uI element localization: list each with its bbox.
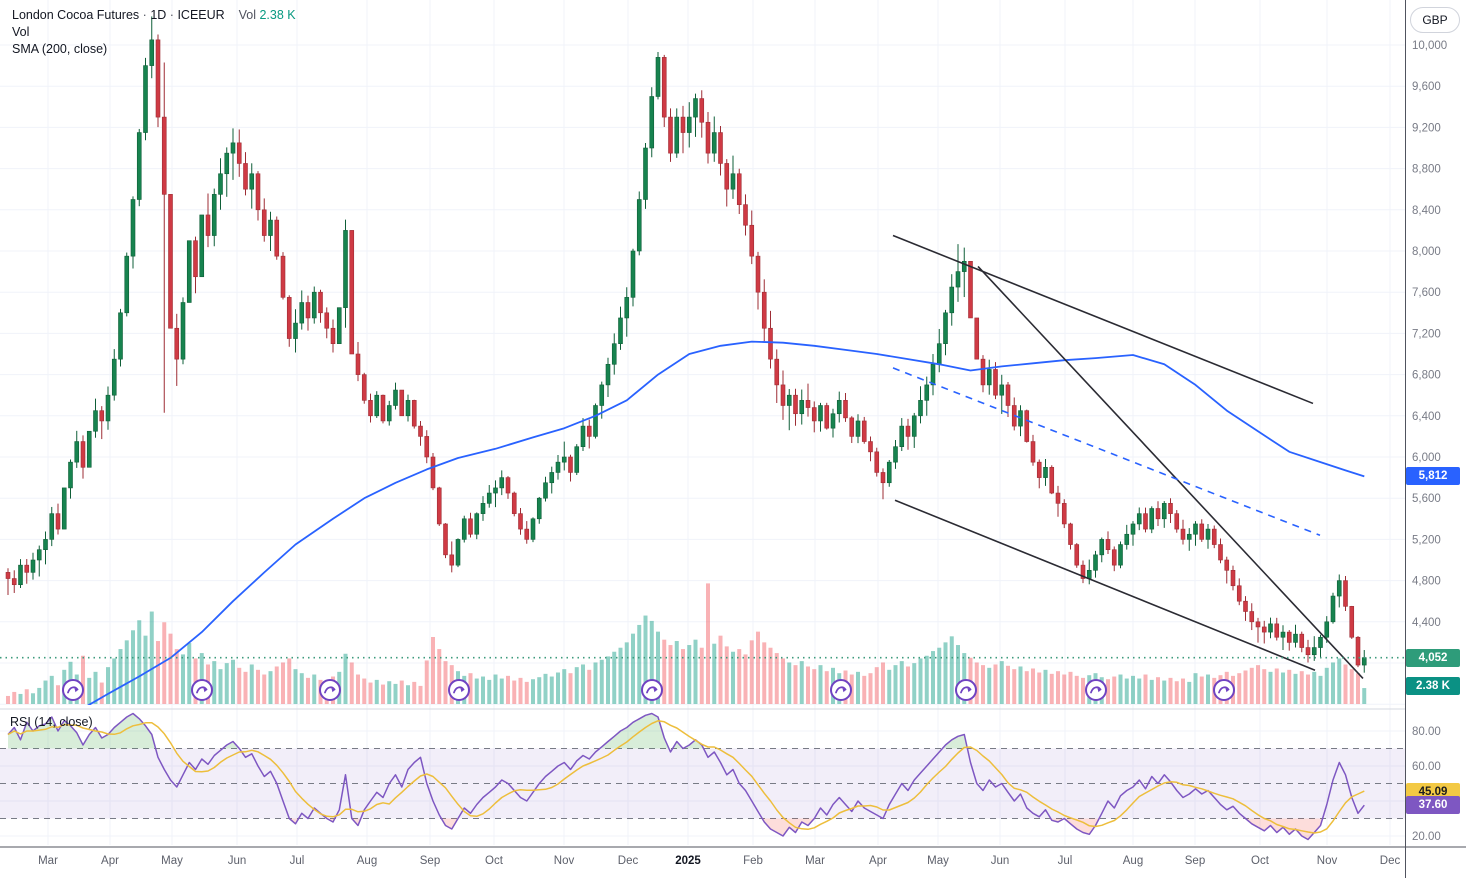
interval-label[interactable]: 1D (150, 8, 167, 22)
contract-rollover-markers[interactable] (62, 679, 1235, 701)
grid-layer (0, 0, 1405, 845)
svg-text:Jun: Jun (228, 855, 247, 867)
rollover-arrow-icon[interactable] (62, 679, 84, 701)
sma-value-badge: 5,812 (1406, 467, 1460, 486)
svg-text:5,200: 5,200 (1412, 534, 1441, 546)
currency-button[interactable]: GBP (1410, 7, 1460, 33)
svg-text:6,000: 6,000 (1412, 452, 1441, 464)
rollover-arrow-icon[interactable] (319, 679, 341, 701)
svg-text:May: May (927, 855, 949, 867)
svg-text:Dec: Dec (618, 855, 639, 867)
symbol-name[interactable]: London Cocoa Futures (12, 8, 140, 22)
svg-text:8,400: 8,400 (1412, 205, 1441, 217)
svg-text:Aug: Aug (357, 855, 377, 867)
svg-text:May: May (161, 855, 183, 867)
svg-text:7,200: 7,200 (1412, 328, 1441, 340)
svg-text:Jul: Jul (1058, 855, 1073, 867)
svg-text:Apr: Apr (101, 855, 119, 867)
exchange-label: ICEEUR (177, 8, 225, 22)
svg-text:9,200: 9,200 (1412, 122, 1441, 134)
rollover-arrow-icon[interactable] (830, 679, 852, 701)
svg-text:4,400: 4,400 (1412, 617, 1441, 629)
svg-text:10,000: 10,000 (1412, 40, 1447, 52)
rsi-line (7, 712, 1365, 841)
svg-text:Mar: Mar (805, 855, 825, 867)
svg-text:Feb: Feb (743, 855, 763, 867)
svg-text:Nov: Nov (1317, 855, 1338, 867)
rollover-arrow-icon[interactable] (448, 679, 470, 701)
svg-text:Nov: Nov (554, 855, 575, 867)
svg-text:Sep: Sep (1185, 855, 1205, 867)
time-axis[interactable]: Mar Apr May Jun Jul Aug Sep Oct Nov Dec 2025 Feb Mar… (38, 855, 1400, 867)
svg-text:Aug: Aug (1123, 855, 1143, 867)
svg-text:Sep: Sep (420, 855, 440, 867)
svg-text:Oct: Oct (1251, 855, 1270, 867)
rollover-arrow-icon[interactable] (1213, 679, 1235, 701)
svg-text:4,800: 4,800 (1412, 576, 1441, 588)
chart-legend: London Cocoa Futures · 1D · ICEEUR Vol 2… (12, 7, 296, 58)
legend-volume-indicator[interactable]: Vol (12, 25, 30, 39)
legend-line-1[interactable]: London Cocoa Futures · 1D · ICEEUR Vol 2… (12, 7, 296, 24)
price-axis[interactable]: 10,000 9,600 9,200 8,800 8,400 8,000 7,600 7,20… (1412, 40, 1447, 843)
svg-text:Jun: Jun (991, 855, 1010, 867)
legend-sep-1: · (142, 8, 147, 22)
svg-text:9,600: 9,600 (1412, 81, 1441, 93)
rsi-band-layer (0, 748, 1405, 819)
svg-text:20.00: 20.00 (1412, 831, 1441, 843)
rollover-arrow-icon[interactable] (191, 679, 213, 701)
rsi-ma-line (7, 720, 1365, 834)
rollover-arrow-icon[interactable] (1085, 679, 1107, 701)
legend-sma-indicator[interactable]: SMA (200, close) (12, 42, 108, 56)
svg-text:Oct: Oct (485, 855, 504, 867)
candlestick-layer[interactable] (5, 16, 1367, 673)
volume-value-badge: 2.38 K (1406, 677, 1460, 695)
rsi-value-badge: 37.60 (1406, 796, 1460, 815)
svg-text:7,600: 7,600 (1412, 287, 1441, 299)
svg-text:Apr: Apr (869, 855, 887, 867)
svg-text:2025: 2025 (675, 855, 701, 867)
svg-text:5,600: 5,600 (1412, 493, 1441, 505)
svg-text:8,000: 8,000 (1412, 246, 1441, 258)
svg-text:Dec: Dec (1380, 855, 1401, 867)
rsi-indicator-legend[interactable]: RSI (14, close) (10, 715, 93, 729)
sma-200-line[interactable] (52, 340, 1365, 720)
svg-text:80.00: 80.00 (1412, 726, 1441, 738)
vol-value: 2.38 K (259, 8, 296, 22)
svg-text:8,800: 8,800 (1412, 164, 1441, 176)
legend-sep-2: · (169, 8, 174, 22)
volume-bars-layer[interactable] (6, 583, 1367, 704)
svg-text:6,400: 6,400 (1412, 411, 1441, 423)
rollover-arrow-icon[interactable] (955, 679, 977, 701)
vol-label: Vol (238, 8, 256, 22)
rsi-pane[interactable] (7, 712, 1365, 841)
last-price-badge: 4,052 (1406, 648, 1460, 667)
rollover-arrow-icon[interactable] (641, 679, 663, 701)
svg-text:60.00: 60.00 (1412, 761, 1441, 773)
svg-text:6,800: 6,800 (1412, 370, 1441, 382)
trendlines-layer[interactable] (892, 234, 1364, 679)
svg-text:Mar: Mar (38, 855, 58, 867)
svg-text:Jul: Jul (290, 855, 305, 867)
